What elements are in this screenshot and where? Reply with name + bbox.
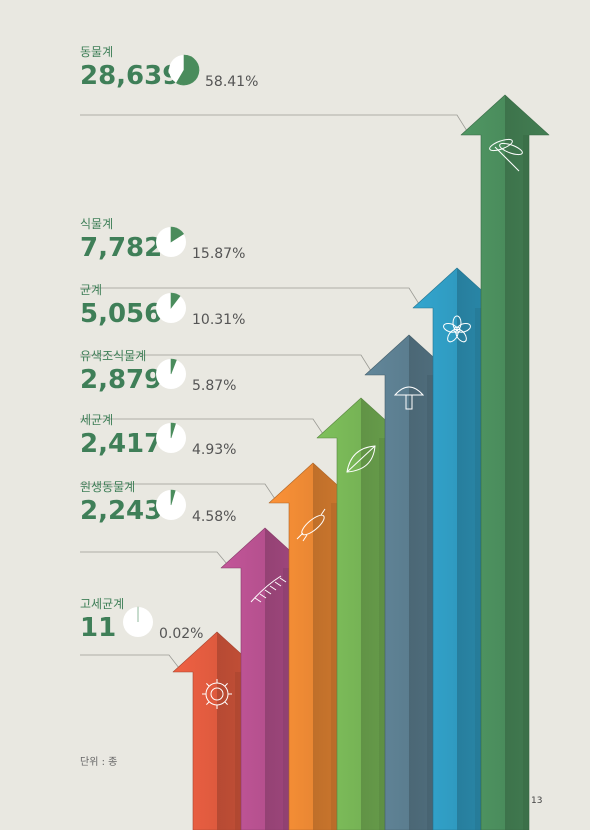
species-count: 11 (80, 613, 116, 643)
dragonfly-icon (489, 138, 523, 172)
arrow-bar (364, 334, 454, 830)
category-label: 동물계 28,639 58.41% (80, 45, 258, 91)
species-count: 2,243 (80, 496, 162, 526)
share-pie (169, 54, 200, 86)
share-pie (156, 292, 186, 323)
share-percent: 58.41% (205, 74, 258, 90)
share-pie (156, 226, 186, 257)
bacterium-icon (296, 508, 326, 542)
leader-line (80, 654, 180, 669)
category-name: 유색조식물계 (80, 349, 146, 363)
species-count: 2,417 (80, 429, 162, 459)
leader-line (80, 551, 228, 565)
category-label: 세균계 2,417 4.93% (80, 413, 236, 459)
species-count: 28,639 (80, 61, 180, 91)
microbe-icon (202, 679, 232, 709)
share-percent: 0.02% (159, 626, 203, 642)
species-count: 5,056 (80, 299, 162, 329)
category-name: 원생동물계 (80, 480, 135, 494)
category-label: 원생동물계 2,243 4.58% (80, 480, 236, 526)
category-label: 유색조식물계 2,879 5.87% (80, 349, 236, 395)
arrow-bar (460, 94, 550, 830)
share-percent: 5.87% (192, 378, 236, 394)
species-count: 7,782 (80, 233, 162, 263)
leader-lines (80, 114, 468, 669)
share-percent: 10.31% (192, 312, 245, 328)
share-pie (156, 422, 186, 453)
category-name: 균계 (80, 283, 102, 297)
species-count: 2,879 (80, 365, 162, 395)
share-percent: 15.87% (192, 246, 245, 262)
category-name: 식물계 (80, 217, 113, 231)
category-name: 고세균계 (80, 597, 124, 611)
category-label: 고세균계 11 0.02% (80, 597, 203, 643)
leader-line (80, 483, 276, 500)
category-name: 동물계 (80, 45, 113, 59)
arrow-bars (172, 94, 550, 830)
arrow-bar (316, 397, 406, 830)
category-label: 식물계 7,782 15.87% (80, 217, 245, 263)
leaf-icon (346, 445, 376, 473)
category-name: 세균계 (80, 413, 113, 427)
share-percent: 4.58% (192, 509, 236, 525)
category-labels: 고세균계 11 0.02% 원생동물계 2,243 4.58% 세균계 2,417 4.93% 유… (80, 45, 258, 643)
share-pie (156, 358, 186, 389)
share-pie (123, 606, 153, 637)
page-number: 13 (531, 796, 543, 806)
leader-line (80, 354, 372, 372)
leader-line (80, 287, 420, 305)
leader-line (80, 418, 324, 435)
flower-icon (443, 315, 471, 343)
unit-note: 단위 : 종 (80, 757, 118, 768)
mushroom-icon (393, 386, 425, 410)
arrow-bar (172, 631, 262, 830)
share-pie (156, 489, 186, 520)
leader-line (80, 114, 468, 132)
category-label: 균계 5,056 10.31% (80, 283, 245, 329)
share-percent: 4.93% (192, 442, 236, 458)
fern-leaf-icon (250, 575, 287, 603)
